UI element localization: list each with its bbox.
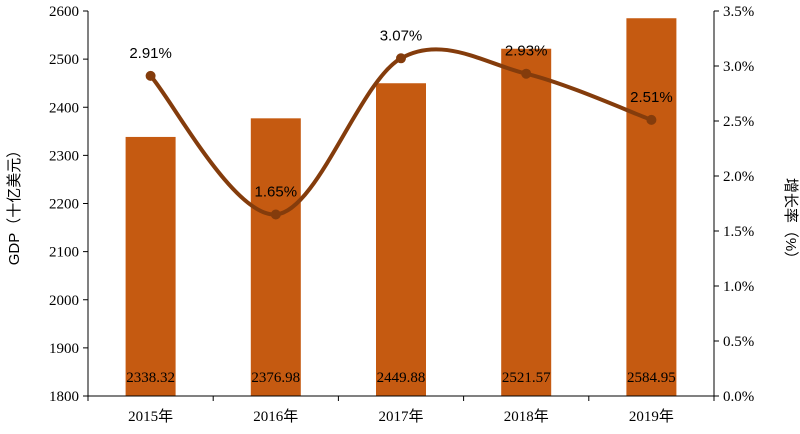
growth-value-label: 2.51% — [630, 89, 673, 106]
left-y-axis: 1800 1900 2000 2100 2200 2300 2400 2500 2600 — [49, 4, 89, 405]
bar — [250, 118, 301, 397]
bar-value-label: 2521.57 — [502, 370, 551, 386]
left-axis-title: GDP（十亿美元） — [6, 143, 23, 266]
x-tick-label: 2018年 — [504, 408, 549, 425]
growth-value-label: 3.07% — [380, 27, 423, 44]
bar — [501, 48, 552, 396]
growth-point — [521, 68, 532, 79]
x-tick-label: 2017年 — [378, 408, 423, 425]
bar — [125, 136, 176, 396]
right-tick-label: 2.5% — [723, 114, 754, 130]
bar-value-label: 2338.32 — [126, 370, 175, 386]
right-axis-title: 增长率（%） — [782, 178, 799, 266]
right-tick-label: 3.0% — [723, 59, 754, 75]
right-tick-label: 1.5% — [723, 224, 754, 240]
left-tick-label: 2600 — [49, 4, 79, 20]
bar-value-label: 2376.98 — [251, 370, 300, 386]
left-tick-label: 2400 — [49, 100, 79, 116]
x-tick-label: 2016年 — [253, 408, 298, 425]
bar — [626, 18, 677, 397]
growth-value-label: 1.65% — [255, 184, 298, 201]
right-tick-label: 2.0% — [723, 169, 754, 185]
x-tick-label: 2019年 — [629, 408, 674, 425]
growth-value-label: 2.91% — [129, 45, 172, 62]
left-tick-label: 2500 — [49, 52, 79, 68]
bar-value-label: 2449.88 — [377, 370, 426, 386]
growth-value-label: 2.93% — [505, 43, 548, 60]
right-tick-label: 1.0% — [723, 279, 754, 295]
bar-series: 2338.32 2376.98 2449.88 2521.57 2584.95 — [125, 18, 677, 397]
left-tick-label: 2000 — [49, 293, 79, 309]
growth-point — [396, 53, 406, 64]
right-tick-label: 0.0% — [723, 389, 754, 405]
left-tick-label: 2200 — [49, 197, 79, 213]
bar — [376, 83, 426, 397]
growth-line-series: 2.91% 1.65% 3.07% 2.93% 2.51% — [129, 27, 673, 220]
bar-value-label: 2584.95 — [627, 370, 676, 386]
right-tick-label: 3.5% — [723, 4, 754, 20]
x-axis: 2015年 2016年 2017年 2018年 2019年 — [87, 395, 715, 425]
growth-line — [148, 47, 654, 217]
right-y-axis: 0.0% 0.5% 1.0% 1.5% 2.0% 2.5% 3.0% 3.5% — [713, 4, 754, 405]
left-tick-label: 1900 — [49, 341, 79, 357]
growth-point — [646, 114, 657, 125]
right-tick-label: 0.5% — [723, 334, 754, 350]
left-tick-label: 2100 — [49, 245, 79, 261]
left-tick-label: 2300 — [49, 148, 79, 164]
left-tick-label: 1800 — [49, 389, 79, 405]
growth-point — [270, 209, 281, 220]
x-tick-label: 2015年 — [128, 408, 173, 425]
growth-point — [145, 70, 156, 81]
